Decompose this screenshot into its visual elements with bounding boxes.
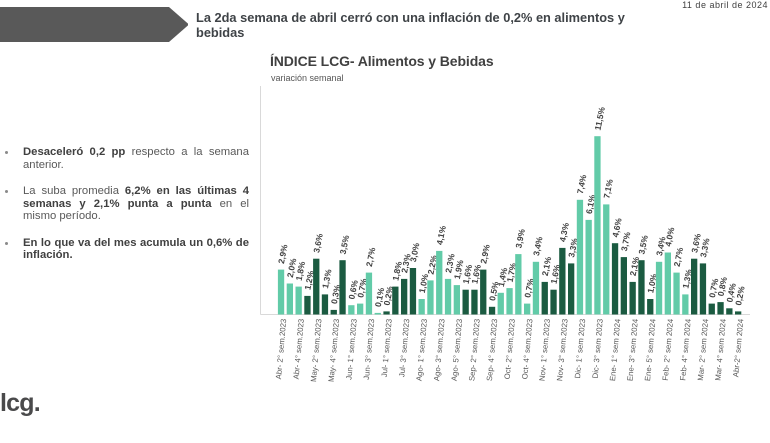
svg-text:Jul- 3° sem.2023: Jul- 3° sem.2023 (397, 318, 411, 377)
svg-text:Sep- 4° sem.2023: Sep- 4° sem.2023 (485, 318, 499, 381)
svg-text:Nov- 1° sem.2023: Nov- 1° sem.2023 (538, 318, 552, 381)
svg-text:3,3%: 3,3% (698, 237, 712, 258)
svg-text:2,7%: 2,7% (672, 246, 686, 267)
svg-text:2,1%: 2,1% (540, 255, 554, 276)
svg-text:3,5%: 3,5% (338, 234, 352, 255)
svg-text:0,3%: 0,3% (329, 283, 343, 304)
svg-text:3,4%: 3,4% (654, 235, 668, 256)
svg-text:1,3%: 1,3% (680, 268, 694, 289)
svg-text:2,9%: 2,9% (276, 243, 290, 264)
svg-text:7,1%: 7,1% (601, 178, 615, 199)
svg-text:0,7%: 0,7% (522, 277, 536, 298)
svg-text:Jul- 1° sem.2023: Jul- 1° sem.2023 (380, 318, 394, 377)
svg-text:May- 4° sem.2023: May- 4° sem.2023 (327, 318, 341, 382)
svg-text:3,6%: 3,6% (311, 232, 325, 253)
svg-text:2,3%: 2,3% (399, 252, 413, 273)
svg-text:Feb- 2° sem 2024: Feb- 2° sem 2024 (661, 318, 675, 381)
svg-text:Abr- 4° sem.2023: Abr- 4° sem.2023 (292, 318, 306, 379)
svg-text:Dic- 1° sem 2023: Dic- 1° sem 2023 (573, 318, 587, 378)
svg-text:3,4%: 3,4% (531, 235, 545, 256)
svg-text:2,9%: 2,9% (478, 243, 492, 264)
svg-text:2,0%: 2,0% (285, 257, 299, 278)
svg-text:6,1%: 6,1% (584, 193, 598, 214)
svg-text:0,2%: 0,2% (382, 285, 396, 306)
svg-text:3,9%: 3,9% (513, 228, 527, 249)
svg-text:Sep- 2° sem.2023: Sep- 2° sem.2023 (467, 318, 481, 381)
svg-text:1,6%: 1,6% (461, 263, 475, 284)
svg-text:0,8%: 0,8% (716, 276, 730, 297)
svg-text:0,4%: 0,4% (724, 282, 738, 303)
svg-text:1,7%: 1,7% (505, 262, 519, 283)
svg-text:2,2%: 2,2% (426, 254, 440, 275)
svg-text:1,6%: 1,6% (549, 263, 563, 284)
svg-text:4,3%: 4,3% (557, 221, 571, 242)
svg-text:11,5%: 11,5% (593, 106, 607, 132)
svg-text:4,1%: 4,1% (434, 224, 448, 245)
svg-text:0,1%: 0,1% (373, 286, 387, 307)
svg-text:Ago- 3° sem.2023: Ago- 3° sem.2023 (432, 318, 446, 381)
svg-text:Mar- 4° sem 2024: Mar- 4° sem 2024 (713, 318, 727, 381)
svg-text:0,5%: 0,5% (487, 280, 501, 301)
svg-text:Feb- 4° sem 2024: Feb- 4° sem 2024 (678, 318, 692, 381)
svg-text:2,7%: 2,7% (364, 246, 378, 267)
svg-text:2,3%: 2,3% (443, 252, 457, 273)
svg-text:Oct- 4° sem.2023: Oct- 4° sem.2023 (520, 318, 534, 379)
svg-text:2,1%: 2,1% (628, 255, 642, 276)
svg-text:1,8%: 1,8% (390, 260, 404, 281)
svg-text:4,0%: 4,0% (663, 226, 677, 247)
svg-text:3,5%: 3,5% (636, 234, 650, 255)
svg-text:0,7%: 0,7% (355, 277, 369, 298)
svg-text:Abr-2° sem 2024: Abr-2° sem 2024 (731, 318, 745, 378)
svg-text:3,0%: 3,0% (408, 242, 422, 263)
svg-text:1,0%: 1,0% (645, 273, 659, 294)
svg-text:0,6%: 0,6% (346, 279, 360, 300)
svg-text:Ago- 1° sem.2023: Ago- 1° sem.2023 (415, 318, 429, 381)
svg-text:Mar- 2° sem 2024: Mar- 2° sem 2024 (696, 318, 710, 381)
svg-text:1,2%: 1,2% (302, 269, 316, 290)
svg-text:Ene- 5° sem 2024: Ene- 5° sem 2024 (643, 318, 657, 382)
svg-text:0,2%: 0,2% (733, 285, 747, 306)
svg-text:Ene- 3° sem 2024: Ene- 3° sem 2024 (625, 318, 639, 382)
svg-text:Jun- 1° sem.2023: Jun- 1° sem.2023 (344, 318, 358, 380)
svg-text:1,8%: 1,8% (294, 260, 308, 281)
svg-text:1,9%: 1,9% (452, 259, 466, 280)
svg-text:3,3%: 3,3% (566, 237, 580, 258)
svg-text:1,3%: 1,3% (320, 268, 334, 289)
svg-text:3,6%: 3,6% (689, 232, 703, 253)
svg-text:Ene- 1° sem 2024: Ene- 1° sem 2024 (608, 318, 622, 382)
svg-text:1,4%: 1,4% (496, 266, 510, 287)
svg-text:1,6%: 1,6% (469, 263, 483, 284)
svg-text:Jun- 3° sem.2023: Jun- 3° sem.2023 (362, 318, 376, 380)
svg-text:1,0%: 1,0% (417, 273, 431, 294)
svg-text:3,7%: 3,7% (619, 231, 633, 252)
svg-text:0,7%: 0,7% (707, 277, 721, 298)
svg-text:Dic- 3° sem 2023: Dic- 3° sem 2023 (591, 318, 605, 378)
svg-text:4,6%: 4,6% (610, 217, 624, 238)
svg-text:7,4%: 7,4% (575, 173, 589, 194)
svg-text:Oct- 2° sem.2023: Oct- 2° sem.2023 (503, 318, 517, 379)
svg-text:Ago- 5° sem.2023: Ago- 5° sem.2023 (450, 318, 464, 381)
svg-text:May- 2° sem.2023: May- 2° sem.2023 (309, 318, 323, 382)
svg-text:Abr- 2° sem.2023: Abr- 2° sem.2023 (274, 318, 288, 379)
svg-text:Nov- 3° sem.2023: Nov- 3° sem.2023 (555, 318, 569, 381)
